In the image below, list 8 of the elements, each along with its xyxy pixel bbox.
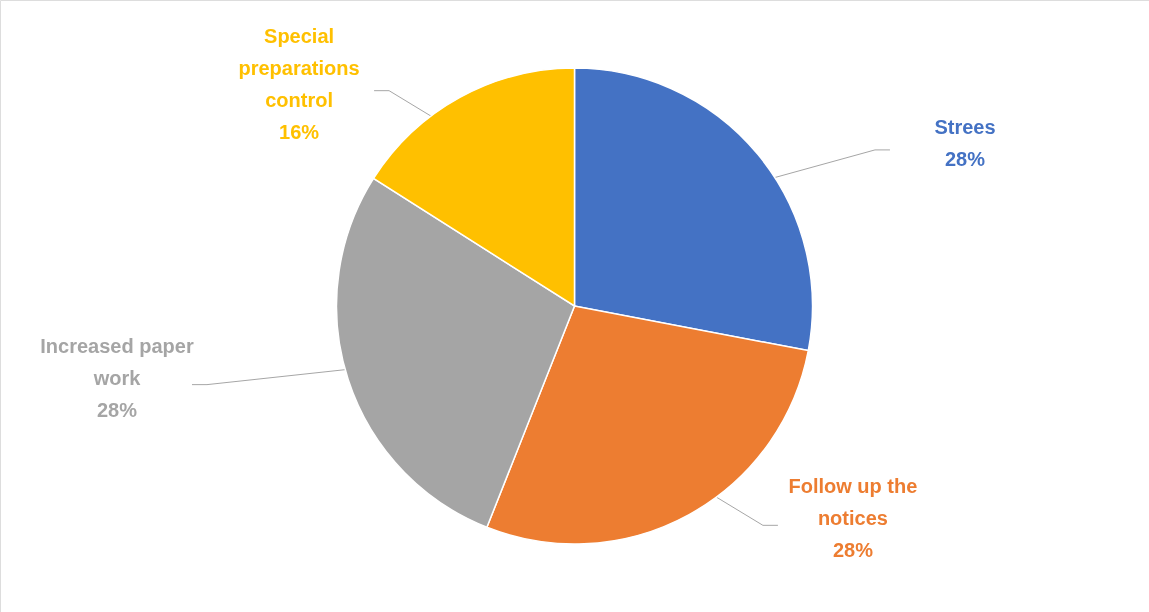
data-label: 28%	[832, 539, 874, 562]
slice-label: Strees	[934, 115, 996, 138]
slice-label: Special preparations control	[238, 24, 360, 111]
data-label: 28%	[96, 398, 138, 421]
data-label: 28%	[944, 147, 986, 170]
slice-label: Follow up the notices	[788, 475, 918, 530]
slice-label: Increased paper work	[40, 334, 194, 389]
data-label: 16%	[279, 120, 320, 143]
